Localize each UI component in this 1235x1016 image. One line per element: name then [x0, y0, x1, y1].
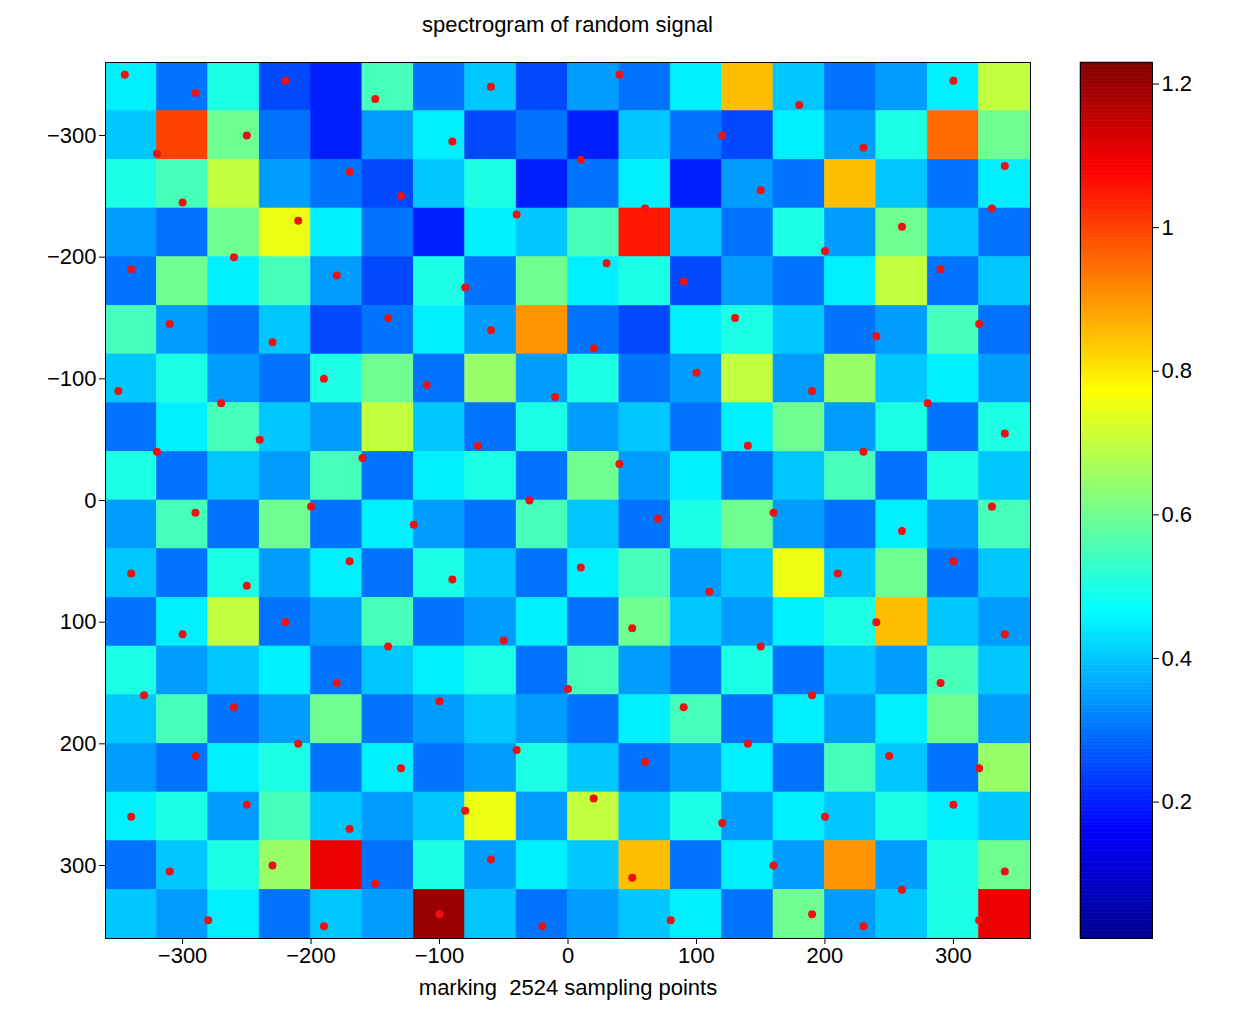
svg-text:marking 2524 sampling points: marking 2524 sampling points [419, 975, 717, 1000]
svg-text:−200: −200 [47, 244, 97, 269]
svg-text:1.2: 1.2 [1162, 71, 1193, 96]
svg-text:100: 100 [678, 943, 715, 968]
svg-text:−100: −100 [415, 943, 465, 968]
svg-text:0: 0 [84, 488, 96, 513]
svg-text:300: 300 [935, 943, 972, 968]
svg-text:0.4: 0.4 [1162, 646, 1193, 671]
svg-text:−100: −100 [47, 366, 97, 391]
html-text:spectrogram of random signal: spectrogram of random signal [422, 12, 713, 37]
svg-text:−200: −200 [286, 943, 336, 968]
svg-text:0.6: 0.6 [1162, 502, 1193, 527]
svg-text:100: 100 [60, 609, 97, 634]
svg-text:300: 300 [60, 853, 97, 878]
svg-text:0.8: 0.8 [1162, 358, 1193, 383]
svg-text:−300: −300 [47, 123, 97, 148]
svg-text:−300: −300 [158, 943, 208, 968]
svg-text:1: 1 [1162, 215, 1174, 240]
svg-text:0: 0 [562, 943, 574, 968]
svg-text:200: 200 [60, 731, 97, 756]
svg-text:200: 200 [807, 943, 844, 968]
svg-text:0.2: 0.2 [1162, 789, 1193, 814]
